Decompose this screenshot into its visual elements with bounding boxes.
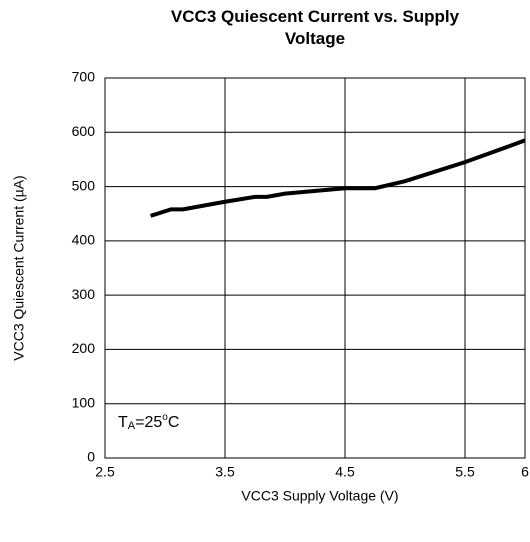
y-tick-label: 200 xyxy=(72,340,96,356)
x-tick-label: 5.5 xyxy=(455,464,475,480)
x-tick-label: 3.5 xyxy=(215,464,235,480)
x-tick-label: 2.5 xyxy=(95,464,115,480)
y-tick-label: 300 xyxy=(72,286,96,302)
annotation-part: o xyxy=(162,412,168,423)
y-tick-label: 400 xyxy=(72,232,96,248)
data-line xyxy=(149,138,526,218)
chart-title: VCC3 Quiescent Current vs. Supply Voltag… xyxy=(170,7,460,48)
y-tick-label: 0 xyxy=(87,449,95,465)
annotation-part: C xyxy=(168,414,180,431)
y-axis-label: VCC3 Quiescent Current (µA) xyxy=(11,175,27,360)
plot-border xyxy=(104,77,526,459)
x-tick-label: 4.5 xyxy=(335,464,355,480)
y-tick-label: 500 xyxy=(72,177,96,193)
x-tick-label: 6 xyxy=(521,464,529,480)
y-tick-label: 600 xyxy=(72,123,96,139)
annotation-part: =25 xyxy=(135,414,162,431)
y-tick-label: 100 xyxy=(72,394,96,410)
annotation-part: T xyxy=(118,414,128,431)
annotation-part: A xyxy=(128,420,136,432)
annotation: TA=25oC xyxy=(118,412,179,432)
y-tick-label: 700 xyxy=(72,69,96,85)
x-axis-label: VCC3 Supply Voltage (V) xyxy=(241,488,398,504)
